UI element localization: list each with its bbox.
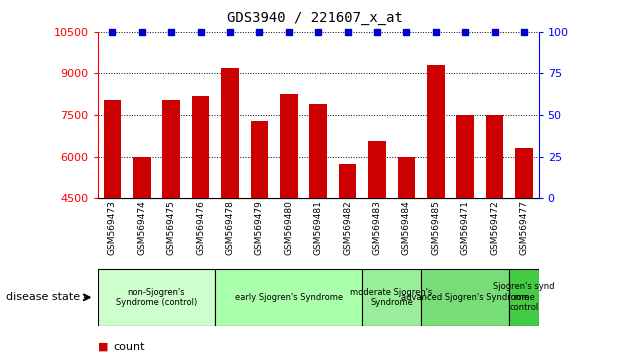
Bar [98,269,215,326]
Text: GSM569478: GSM569478 [226,200,234,255]
Bar [398,157,415,323]
Text: GSM569477: GSM569477 [520,200,529,255]
Bar [215,269,362,326]
Text: Sjogren's synd
rome
control: Sjogren's synd rome control [493,282,554,312]
Bar [427,65,445,323]
Bar [280,94,297,323]
Text: ■: ■ [98,342,108,352]
Bar [133,157,151,323]
Text: disease state: disease state [6,292,81,302]
Text: GSM569473: GSM569473 [108,200,117,255]
Bar [192,96,209,323]
Text: GSM569481: GSM569481 [314,200,323,255]
Text: GSM569485: GSM569485 [432,200,440,255]
Text: GSM569471: GSM569471 [461,200,469,255]
Text: GSM569484: GSM569484 [402,200,411,255]
Text: non-Sjogren's
Syndrome (control): non-Sjogren's Syndrome (control) [116,288,197,307]
Text: GSM569474: GSM569474 [137,200,146,255]
Text: GSM569472: GSM569472 [490,200,499,255]
Bar [362,269,421,326]
Text: GSM569475: GSM569475 [167,200,176,255]
Text: GSM569476: GSM569476 [196,200,205,255]
Text: GSM569483: GSM569483 [372,200,381,255]
Text: GDS3940 / 221607_x_at: GDS3940 / 221607_x_at [227,11,403,25]
Text: early Sjogren's Syndrome: early Sjogren's Syndrome [235,293,343,302]
Bar [221,68,239,323]
Bar [368,141,386,323]
Bar [339,164,357,323]
Bar [486,115,503,323]
Bar [309,104,327,323]
Text: count: count [113,342,145,352]
Bar [163,100,180,323]
Bar [251,121,268,323]
Text: advanced Sjogren's Syndrome: advanced Sjogren's Syndrome [401,293,529,302]
Bar [515,148,533,323]
Bar [456,115,474,323]
Text: GSM569482: GSM569482 [343,200,352,255]
Bar [509,269,539,326]
Text: GSM569479: GSM569479 [255,200,264,255]
Bar [103,100,121,323]
Text: moderate Sjogren's
Syndrome: moderate Sjogren's Syndrome [350,288,433,307]
Bar [421,269,509,326]
Text: GSM569480: GSM569480 [284,200,293,255]
